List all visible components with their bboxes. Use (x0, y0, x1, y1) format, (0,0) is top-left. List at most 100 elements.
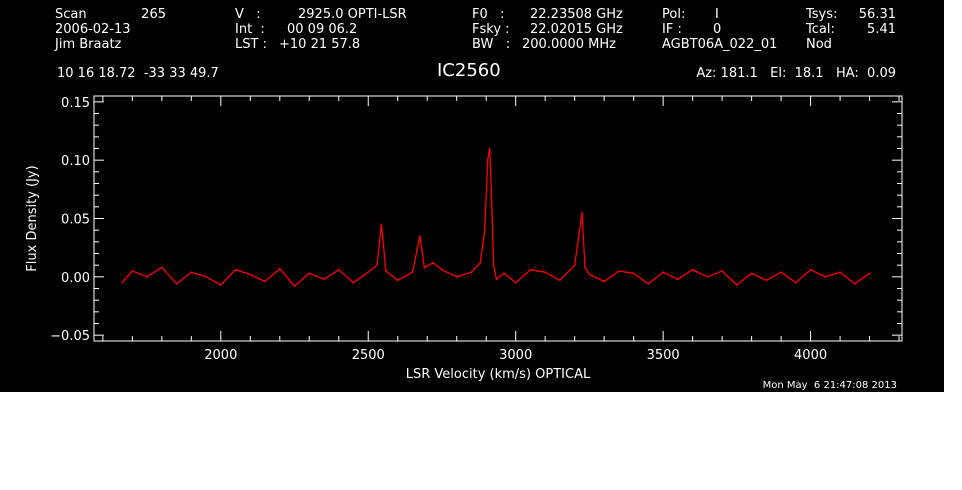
data-point (411, 271, 414, 274)
fsky-value: 22.02015 GHz (530, 22, 623, 37)
x-tick-label: 2000 (204, 348, 237, 363)
data-point (293, 285, 296, 288)
scan-value: 265 (141, 7, 166, 22)
data-point (750, 272, 753, 275)
x-tick-label: 3000 (499, 348, 532, 363)
y-tick-label: 0.15 (61, 96, 90, 111)
data-point (376, 264, 378, 267)
data-point (853, 282, 856, 285)
data-point (160, 266, 163, 269)
data-point (470, 271, 473, 274)
data-point (809, 268, 812, 271)
data-point (337, 268, 340, 271)
data-point (490, 194, 493, 197)
data-point (205, 275, 208, 278)
if-value: 0 (713, 22, 722, 37)
data-point (662, 271, 664, 274)
data-point (691, 268, 694, 271)
data-point (278, 267, 281, 270)
data-point (514, 281, 517, 284)
data-point (677, 278, 679, 281)
data-point (868, 272, 871, 275)
tsys-value: 56.31 (858, 7, 896, 22)
source-coordinates: 10 16 18.72 -33 33 49.7 (57, 66, 219, 81)
data-point (573, 264, 576, 267)
series-layer (121, 147, 871, 288)
data-point (367, 271, 370, 274)
x-tick-label: 2500 (352, 348, 385, 363)
data-point (584, 266, 586, 269)
integration-label: Int : (235, 22, 265, 37)
pol-value: I (715, 7, 719, 22)
data-point (588, 273, 591, 276)
fsky-label: Fsky : (472, 22, 510, 37)
bandwidth-value: 200.0000 MHz (522, 37, 616, 52)
data-point (121, 281, 123, 284)
data-point (632, 272, 635, 275)
data-point (603, 280, 606, 283)
lst-value: +10 21 57.8 (279, 37, 361, 52)
data-point (249, 273, 252, 276)
data-point (839, 271, 841, 274)
data-point (618, 270, 620, 272)
y-tick-label: 0.00 (61, 271, 90, 286)
data-point (385, 270, 387, 272)
data-point (323, 278, 325, 281)
data-point (380, 223, 383, 226)
observer-name: Jim Braatz (55, 37, 122, 52)
data-point (441, 268, 443, 271)
data-point (479, 261, 482, 264)
data-point (396, 279, 399, 282)
data-point (219, 284, 222, 286)
scan-label: Scan (55, 7, 87, 22)
bandwidth-label: BW : (472, 37, 511, 52)
data-point (706, 275, 709, 278)
data-point (529, 268, 532, 271)
data-point (308, 272, 311, 275)
data-point (736, 284, 738, 286)
data-point (175, 282, 178, 285)
data-point (190, 271, 193, 274)
data-point (264, 280, 266, 283)
data-point (824, 275, 827, 278)
data-point (483, 229, 486, 232)
source-name: IC2560 (437, 60, 501, 81)
data-point (146, 275, 149, 278)
data-point (765, 279, 768, 282)
data-point (544, 271, 547, 274)
tcal-label: Tcal: (806, 22, 835, 37)
data-point (234, 268, 237, 271)
y-tick-label: 0.05 (61, 213, 90, 228)
data-point (486, 159, 489, 162)
if-label: IF : (662, 22, 682, 37)
tcal-value: 5.41 (867, 22, 896, 37)
data-point (455, 275, 458, 278)
data-point (423, 266, 426, 269)
data-point (419, 235, 421, 237)
pol-label: Pol: (662, 7, 686, 22)
x-tick-label: 4000 (794, 348, 827, 363)
data-point (794, 281, 797, 284)
plot-panel (0, 0, 944, 392)
data-point (581, 211, 583, 214)
y-tick-label: 0.10 (61, 154, 90, 169)
obs-date: 2006-02-13 (55, 22, 131, 37)
data-point (352, 281, 355, 284)
f0-label: F0 : (472, 7, 505, 22)
data-point (492, 264, 495, 267)
spectrum-line (121, 148, 870, 288)
y-tick-label: −0.05 (50, 329, 90, 344)
plot-timestamp: Mon May 6 21:47:08 2013 (762, 380, 897, 391)
velocity-label: V : (235, 7, 261, 22)
axes-layer: 2000 2500 3000 3500 4000 −0.05 0.00 0.05 0.10 0.1… (50, 96, 902, 363)
data-point (721, 270, 723, 272)
data-point (559, 279, 561, 282)
data-point (432, 261, 434, 264)
data-point (647, 282, 650, 285)
lst-label: LST : (235, 37, 267, 52)
x-axis-title: LSR Velocity (km/s) OPTICAL (406, 367, 591, 382)
x-tick-label: 3500 (647, 348, 680, 363)
plot-frame (93, 95, 903, 342)
data-point (780, 271, 782, 274)
data-point (131, 270, 134, 272)
